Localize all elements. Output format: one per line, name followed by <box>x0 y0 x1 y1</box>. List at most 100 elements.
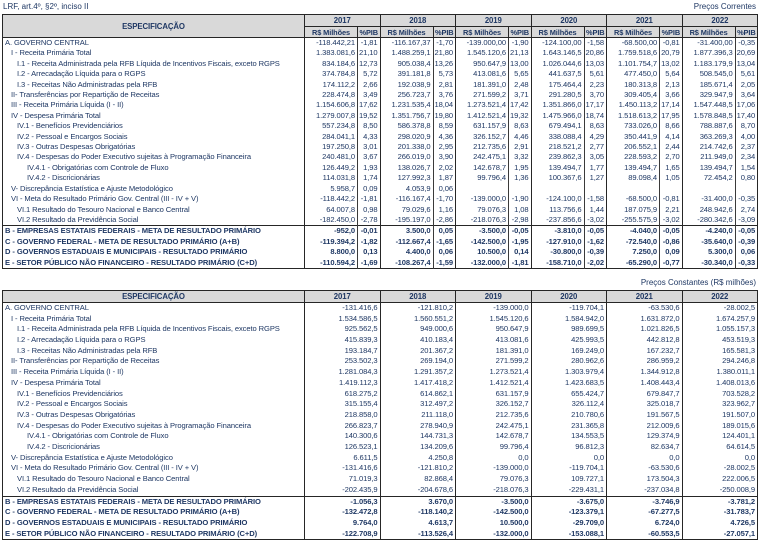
amount-cell: 138.026,7 <box>379 162 434 174</box>
pib-cell: 17,14 <box>659 100 683 111</box>
amount-cell: 703.528,2 <box>681 388 758 400</box>
pib-cell: 3,49 <box>357 90 381 101</box>
constant-prices-table: ESPECIFICAÇÃO 2017 2018 2019 2020 2021 2022 A.… <box>2 289 758 541</box>
year-header: 2020 <box>530 14 608 27</box>
amount-cell: 89.098,4 <box>606 173 660 184</box>
amount-cell: 109.727,1 <box>530 474 607 485</box>
amount-cell: -118.442,2 <box>304 194 358 205</box>
constant-prices-caption: Preços Constantes (R$ milhões) <box>640 277 756 287</box>
row-label: IV.4.1 - Obrigatórias com Controle de Fl… <box>2 431 305 443</box>
amount-cell: 363.269,3 <box>681 131 736 143</box>
row-label: I.3 - Receitas Não Administradas pela RF… <box>2 79 305 91</box>
pib-cell: -1,81 <box>508 257 532 269</box>
row-label: V- Discrepância Estatística e Ajuste Met… <box>2 452 305 464</box>
amount-cell: 315.155,4 <box>304 399 380 410</box>
pib-cell: 5,73 <box>432 69 456 80</box>
row-label: VI.1 Resultado do Tesouro Nacional e Ban… <box>2 474 305 485</box>
amount-cell: 1.383.081,6 <box>304 48 358 59</box>
amount-cell: 1.450.113,2 <box>606 100 660 111</box>
pib-cell: 13,02 <box>659 58 683 70</box>
table-row: IV - Despesa Primária Total 1.419.112,3 1.… <box>2 377 758 389</box>
pib-cell: 3,66 <box>659 90 683 101</box>
pib-cell: 20,79 <box>659 48 683 59</box>
amount-cell: 1.545.120,6 <box>455 313 531 325</box>
table-row: IV.3 - Outras Despesas Obrigatórias 197.2… <box>2 142 758 153</box>
amount-cell: 218.521,2 <box>530 142 585 153</box>
amount-cell: 1.534.586,5 <box>304 313 380 325</box>
table-row: I.2 - Arrecadação Líquida para o RGPS 415… <box>2 335 758 346</box>
pib-cell: 1,74 <box>357 173 381 184</box>
amount-cell: 441.637,5 <box>530 69 585 80</box>
amount-cell: 191.567,5 <box>606 409 682 421</box>
amount-cell: 350.441,9 <box>606 131 660 143</box>
amount-cell: 614.862,1 <box>379 388 456 400</box>
amount-cell: -29.709,0 <box>530 518 607 529</box>
amount-cell: -110.594,2 <box>304 257 358 269</box>
pib-cell: -0,39 <box>734 236 758 248</box>
row-label: III - Receita Primária Líquida (I - II) <box>2 367 305 378</box>
amount-cell: 4.250,8 <box>379 452 456 464</box>
amount-cell: 425.993,5 <box>530 335 607 346</box>
pib-cell: -0,35 <box>734 37 758 49</box>
pib-cell: 2,13 <box>659 79 683 91</box>
amount-cell: 4.613,7 <box>379 518 456 529</box>
amount-cell: 201.338,0 <box>379 142 434 153</box>
amount-cell: -237.034,8 <box>606 484 682 497</box>
pib-cell <box>734 183 758 195</box>
amount-cell: 5.300,0 <box>681 247 736 258</box>
amount-cell: 10.500,0 <box>455 247 509 258</box>
amount-cell: -31.400,00 <box>681 37 736 49</box>
amount-cell: 442.812,8 <box>606 335 682 346</box>
pib-cell: 21,13 <box>508 48 532 59</box>
table-row: D - GOVERNOS ESTADUAIS E MUNICIPAIS - RE… <box>2 518 758 529</box>
pib-cell: 3,32 <box>508 152 532 163</box>
amount-cell: -127.910,0 <box>530 236 585 248</box>
pib-cell: 8,63 <box>583 121 607 132</box>
pib-cell: 0,09 <box>357 183 381 195</box>
pib-cell: 2,91 <box>508 142 532 153</box>
amount-cell: 4.053,9 <box>379 183 434 195</box>
amount-cell: -139.000,0 <box>455 463 531 475</box>
specification-header: ESPECIFICAÇÃO <box>2 289 305 303</box>
unit-pib-header: %PIB <box>583 26 608 38</box>
amount-cell: 618.275,2 <box>304 388 380 400</box>
amount-cell: 0,0 <box>681 452 758 464</box>
amount-cell: -119.704,1 <box>530 463 607 475</box>
row-label: E - SETOR PÚBLICO NÃO FINANCEIRO - RESUL… <box>2 528 305 540</box>
table-row: I.1 - Receita Administrada pela RFB Líqu… <box>2 324 758 336</box>
amount-cell: 834.184,6 <box>304 58 358 70</box>
row-label: II- Transferências por Repartição de Rec… <box>2 356 305 368</box>
pib-cell: 3,90 <box>432 152 456 163</box>
amount-cell: 191.507,0 <box>681 409 758 421</box>
pib-cell: -1,58 <box>583 37 607 49</box>
amount-cell: 1.518.613,2 <box>606 110 660 122</box>
amount-cell <box>606 183 660 195</box>
table-row: IV.1 - Benefícios Previdenciários 557.234… <box>2 121 758 132</box>
amount-cell: -153.088,1 <box>530 528 607 540</box>
amount-cell: 218.858,0 <box>304 409 380 421</box>
amount-cell: 1.674.257,9 <box>681 313 758 325</box>
amount-cell: -65.290,0 <box>606 257 660 269</box>
row-label: E - SETOR PÚBLICO NÃO FINANCEIRO - RESUL… <box>2 257 305 269</box>
amount-cell: 788.887,6 <box>681 121 736 132</box>
amount-cell: 140.300,6 <box>304 431 380 443</box>
row-label: IV - Despesa Primária Total <box>2 377 305 389</box>
row-label: C - GOVERNO FEDERAL - META DE RESULTADO … <box>2 236 305 248</box>
table-row: I - Receita Primária Total 1.383.081,6 21,… <box>2 48 758 59</box>
pib-cell: -1,81 <box>357 194 381 205</box>
row-label: VI - Meta do Resultado Primário Gov. Cen… <box>2 194 305 205</box>
table-row: A. GOVERNO CENTRAL -131.416,6 -121.810,2 -1… <box>2 302 758 314</box>
amount-cell: -35.640,0 <box>681 236 736 248</box>
pib-cell: 0,09 <box>659 247 683 258</box>
pib-cell: 2,74 <box>734 204 758 215</box>
amount-cell: 175.464,4 <box>530 79 585 91</box>
amount-cell: 222.006,5 <box>681 474 758 485</box>
amount-cell: 631.157,9 <box>455 388 531 400</box>
amount-cell: 3.500,0 <box>379 225 434 237</box>
amount-cell: 201.367,2 <box>379 345 456 357</box>
amount-cell <box>681 183 736 195</box>
pib-cell: 1,54 <box>734 162 758 174</box>
pib-cell: -2,86 <box>432 214 456 226</box>
unit-value-header: R$ Milhões <box>606 26 661 38</box>
pib-cell: 1,65 <box>659 162 683 174</box>
